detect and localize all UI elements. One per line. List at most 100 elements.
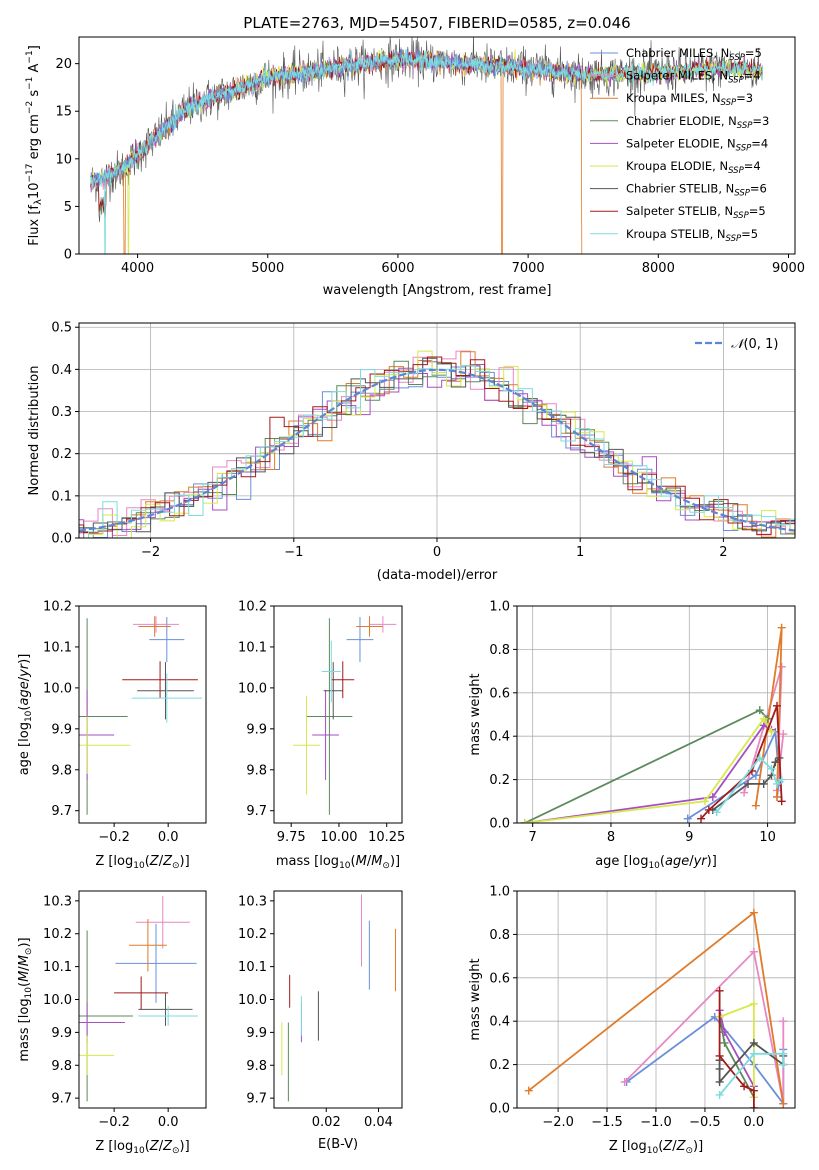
spectrum-xtick-label: 7000	[512, 261, 545, 276]
mass_weight_vs_age-xtick-label: 8	[607, 830, 615, 845]
series-kroupa-stelib-marker	[777, 775, 786, 784]
spectrum-xlabel: wavelength [Angstrom, rest frame]	[323, 283, 552, 298]
mass_weight_vs_Z-xtick-label: 0.0	[744, 1115, 765, 1130]
mass_weight_vs_Z-ytick-label: 0.0	[489, 1102, 510, 1117]
series-salpeter-stelib-marker	[715, 986, 724, 995]
charts-layer: 4000 5000 6000 7000 8000 900005101520waveleng…	[17, 36, 805, 1156]
errorbar-kroupa-miles	[356, 616, 383, 637]
series-salpeter-elodie-line	[524, 724, 772, 823]
age_vs_Z-frame	[78, 605, 207, 824]
series-kroupa-elodie-marker	[520, 819, 529, 823]
series-kroupa-stelib	[712, 753, 786, 817]
series-kroupa-stelib-marker	[779, 1049, 788, 1058]
spectrum-series-kroupa-stelib	[90, 48, 763, 254]
errorbar-salpeter-miles	[369, 616, 397, 633]
age_vs_Z-ytick-label: 9.8	[51, 763, 72, 778]
series-kroupa-miles-marker	[777, 623, 786, 632]
series-salpeter-stelib	[715, 986, 758, 1108]
mass_vs_Z-ytick-label: 9.9	[51, 1026, 72, 1041]
mass_vs_Z-frame	[78, 890, 207, 1109]
spectrum-xtick-label: 5000	[251, 261, 284, 276]
series-kroupa-elodie-marker	[749, 999, 758, 1008]
residuals-frame	[78, 322, 796, 539]
residuals-ytick-label: 0.5	[51, 321, 72, 336]
mass_vs_Z-ytick-label: 9.8	[51, 1059, 72, 1074]
errorbar-kroupa-miles	[138, 616, 171, 637]
spectrum-xtick-label: 4000	[121, 261, 154, 276]
errorbar-chabrier-elodie	[306, 618, 353, 815]
errorbar-chabrier-miles	[115, 923, 197, 1003]
errorbar-kroupa-miles	[128, 918, 167, 972]
mass_weight_vs_Z-xlabel: Z [log10(Z/Z⊙)]	[609, 1139, 703, 1156]
errorbar-kroupa-elodie	[79, 1035, 115, 1076]
age_vs_mass-ytick-label: 10.0	[238, 681, 267, 696]
errorbar-salpeter-miles	[133, 616, 179, 633]
mass_weight_vs_age-ylabel: mass weight	[468, 673, 483, 755]
legend-entry: Salpeter STELIB, NSSP=5	[626, 204, 766, 221]
spectrum-axes: 4000 5000 6000 7000 8000 9000 0 5 10 15 20 waveleng…	[25, 36, 805, 298]
age_vs_mass-ytick-label: 10.1	[238, 640, 267, 655]
mass_vs_ebv-xtick-label: 0.04	[364, 1115, 393, 1130]
spectrum-xtick-label: 9000	[772, 261, 805, 276]
age_vs_mass-xtick-label: 9.75	[277, 830, 306, 845]
errorbar-chabrier-stelib	[138, 992, 193, 1026]
spectrum-xtick-label: 6000	[381, 261, 414, 276]
age_vs_Z-xtick-label: −0.2	[98, 830, 130, 845]
spectrum-lines	[90, 37, 763, 254]
residual-step-salpeter-elodie	[79, 364, 795, 538]
age_vs_mass-xtick-label: 10.25	[368, 830, 405, 845]
age_vs_mass-ytick-label: 9.9	[246, 722, 267, 737]
series-salpeter-stelib-marker	[715, 1051, 724, 1060]
residuals-xtick-label: 1	[576, 545, 584, 560]
mass_weight_vs_Z-ytick-label: 0.4	[489, 1015, 510, 1030]
residual-step-salpeter-stelib	[79, 356, 795, 535]
mass_weight_vs_age-xtick-label: 10	[759, 830, 776, 845]
series-kroupa-elodie	[520, 714, 776, 823]
mass_weight_vs_age-xlabel: age [log10(age/yr)]	[595, 854, 717, 871]
errorbar-kroupa-stelib	[131, 673, 202, 723]
mass_weight_vs_age-xtick-label: 9	[685, 830, 693, 845]
mass_vs_ebv-errorbars	[281, 894, 396, 1102]
mass_vs_Z-xtick-label: −0.2	[98, 1115, 130, 1130]
series-salpeter-miles-marker	[620, 1077, 629, 1086]
age_vs_Z-ytick-label: 10.0	[43, 681, 72, 696]
series-salpeter-stelib-marker	[777, 797, 786, 806]
mass_weight_vs_age-lines	[520, 623, 788, 823]
age_vs_mass-ytick-label: 9.8	[246, 763, 267, 778]
series-salpeter-stelib-marker	[749, 1104, 758, 1108]
age_vs_Z-xtick-label: 0.0	[158, 830, 179, 845]
mass_vs_Z-axes: −0.2 0.0 9.7 9.8 9.9 10.0 10.1 10.2 10.3 Z [log10…	[17, 890, 207, 1156]
mass_weight_vs_age-ytick-label: 0.2	[489, 773, 510, 788]
mass_weight_vs_age-ytick-label: 1.0	[489, 600, 510, 615]
series-kroupa-miles-marker	[749, 908, 758, 917]
age_vs_mass-frame	[273, 605, 403, 824]
mass_vs_Z-ytick-label: 10.0	[43, 993, 72, 1008]
mass_vs_Z-ylabel: mass [log10(M/M⊙)]	[17, 937, 34, 1061]
series-kroupa-stelib-marker	[749, 1049, 758, 1058]
residuals-xtick-label: 2	[719, 545, 727, 560]
residuals-ytick-label: 0.4	[51, 363, 72, 378]
errorbar-salpeter-miles	[135, 895, 190, 949]
age_vs_Z-ytick-label: 9.7	[51, 804, 72, 819]
mass_vs_ebv-ytick-label: 9.8	[246, 1059, 267, 1074]
mass_vs_ebv-ytick-label: 9.9	[246, 1026, 267, 1041]
series-chabrier-stelib-marker	[744, 779, 753, 788]
mass_vs_ebv-ytick-label: 10.1	[238, 960, 267, 975]
series-salpeter-elodie-marker	[708, 792, 717, 801]
series-kroupa-stelib-marker	[755, 753, 764, 762]
legend-entry: Kroupa ELODIE, NSSP=4	[626, 159, 761, 176]
mass_vs_ebv-ytick-label: 9.7	[246, 1092, 267, 1107]
series-salpeter-elodie-marker	[720, 1028, 729, 1037]
errorbar-salpeter-stelib	[114, 976, 169, 1010]
legend-entry: Salpeter ELODIE, NSSP=4	[626, 136, 768, 153]
residuals-ylabel: Normed distribution	[27, 366, 42, 496]
age_vs_Z-ylabel: age [log10(age/yr)]	[17, 654, 34, 776]
mass_vs_Z-ytick-label: 10.2	[43, 927, 72, 942]
series-chabrier-stelib-marker	[771, 758, 780, 767]
residual-hist	[79, 350, 795, 538]
series-salpeter-miles-marker	[779, 1017, 788, 1026]
series-salpeter-stelib-marker	[704, 805, 713, 814]
series-salpeter-stelib-marker	[740, 1082, 749, 1091]
spectrum-ytick-label: 20	[55, 57, 72, 72]
mass_vs_Z-ytick-label: 10.3	[43, 894, 72, 909]
